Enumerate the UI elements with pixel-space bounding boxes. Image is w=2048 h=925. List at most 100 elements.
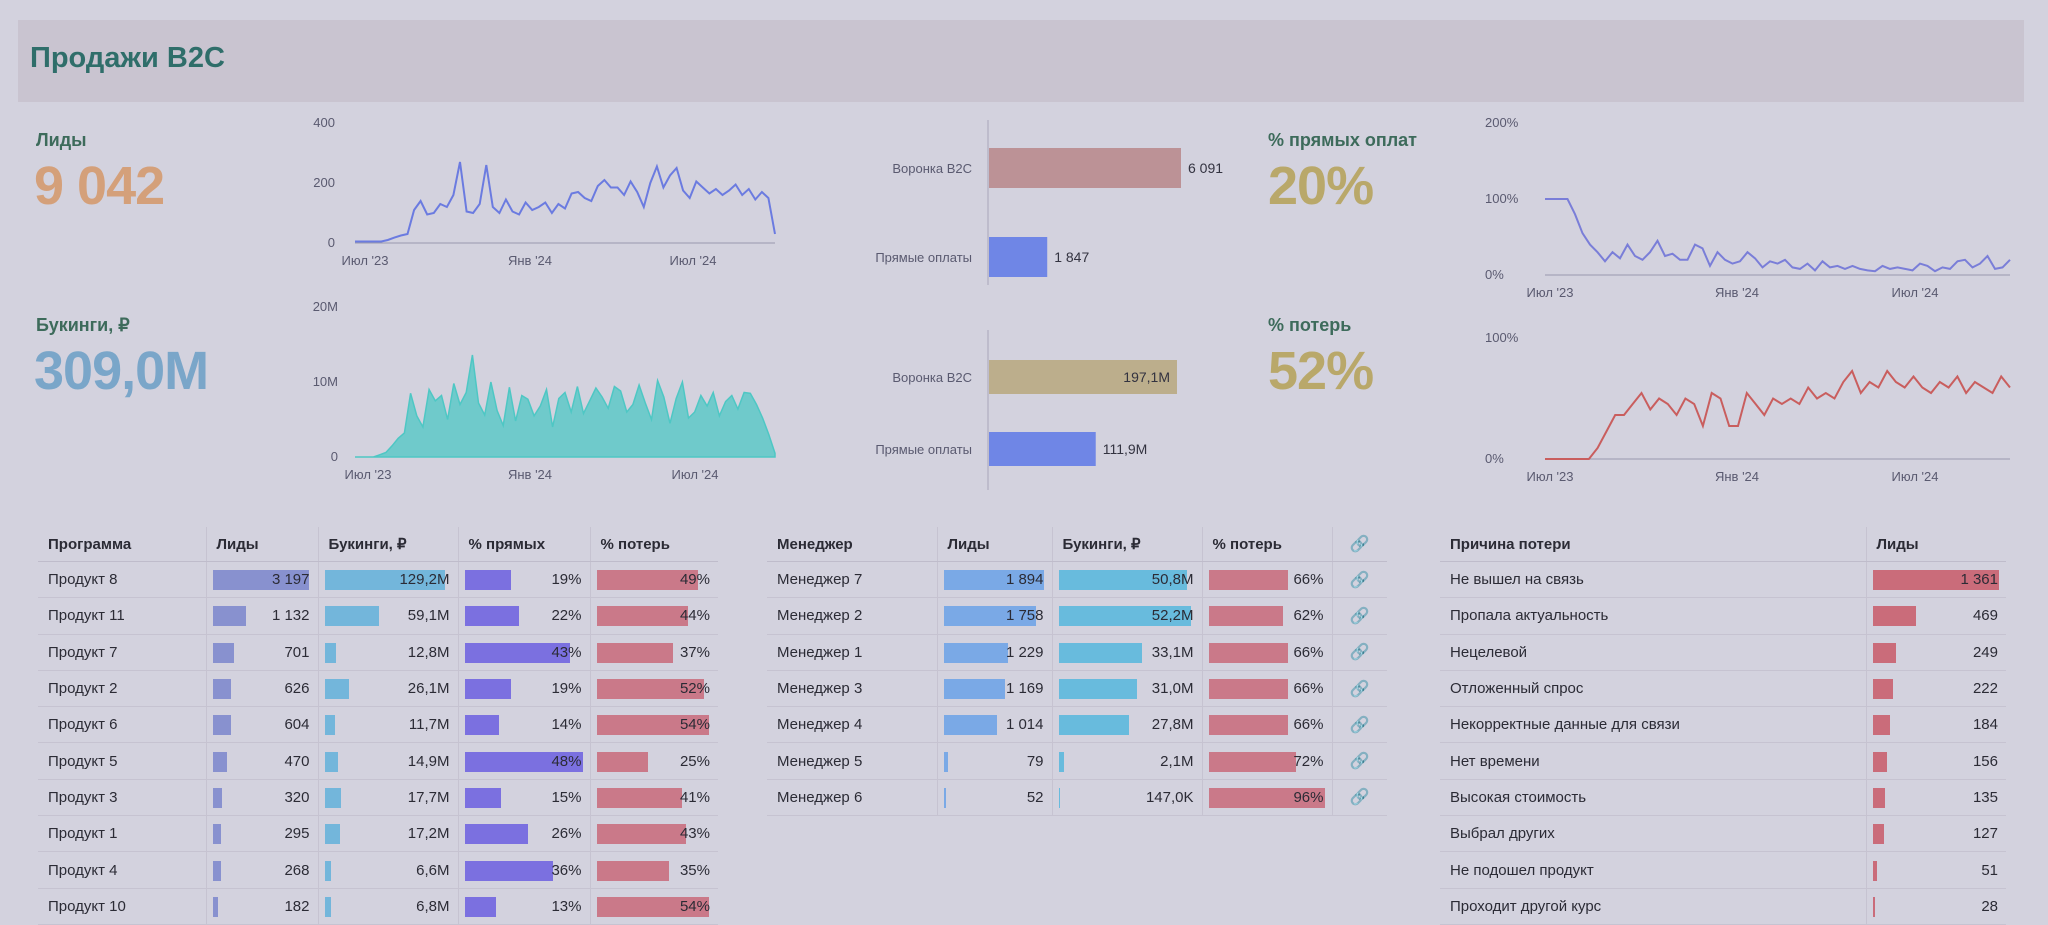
leads-cell: 1 014 xyxy=(938,707,1052,742)
bookings-bar xyxy=(325,861,331,881)
link-icon[interactable]: 🔗 xyxy=(1333,751,1388,771)
row-name: Нет времени xyxy=(1440,743,1866,779)
leads-bar xyxy=(944,679,1006,699)
link-icon[interactable]: 🔗 xyxy=(1333,606,1388,626)
col-program[interactable]: Программа xyxy=(38,527,206,562)
link-icon[interactable]: 🔗 xyxy=(1333,642,1388,662)
bookings-cell: 26,1M xyxy=(319,671,458,706)
leads-col: 470 xyxy=(206,743,318,779)
loss-value: 72% xyxy=(1293,753,1323,770)
col-direct[interactable]: % прямых xyxy=(458,527,590,562)
col-reason[interactable]: Причина потери xyxy=(1440,527,1866,562)
direct-value: 19% xyxy=(551,680,581,697)
bookings-value: 14,9M xyxy=(408,753,450,770)
bookings-col: 6,8M xyxy=(318,888,458,924)
direct-value: 26% xyxy=(551,825,581,842)
leads-col: 222 xyxy=(1866,670,2006,706)
direct-value: 19% xyxy=(551,571,581,588)
col-bookings[interactable]: Букинги, ₽ xyxy=(318,527,458,562)
loss-cell: 35% xyxy=(591,853,719,888)
link-icon[interactable]: 🔗 xyxy=(1333,570,1388,590)
col-leads[interactable]: Лиды xyxy=(937,527,1052,562)
leads-bar xyxy=(213,606,247,626)
loss-col: 96% xyxy=(1202,779,1332,815)
loss-value: 49% xyxy=(680,571,710,588)
x-tick-label: Янв '24 xyxy=(508,253,552,268)
loss-value: 43% xyxy=(680,825,710,842)
bookings-value: 26,1M xyxy=(408,680,450,697)
leads-bar xyxy=(1873,752,1887,772)
leads-cell: 156 xyxy=(1867,744,2007,779)
loss-cell: 72% xyxy=(1203,744,1332,779)
link-icon[interactable]: 🔗 xyxy=(1333,715,1388,735)
loss-cell: 66% xyxy=(1203,671,1332,706)
link-icon[interactable]: 🔗 xyxy=(1333,787,1388,807)
direct-bar xyxy=(465,715,499,735)
kpi-direct-label: % прямых оплат xyxy=(1268,130,1417,151)
bookings-col: 147,0K xyxy=(1052,779,1202,815)
leads-col: 295 xyxy=(206,816,318,852)
bookings-col: 27,8M xyxy=(1052,707,1202,743)
bookings-cell: 17,2M xyxy=(319,816,458,851)
y-tick-label: 200 xyxy=(313,175,335,190)
bookings-value: 27,8M xyxy=(1152,716,1194,733)
col-loss[interactable]: % потерь xyxy=(590,527,718,562)
link-icon[interactable]: 🔗 xyxy=(1333,679,1388,699)
kpi-bookings-label: Букинги, ₽ xyxy=(36,315,130,336)
loss-value: 62% xyxy=(1293,607,1323,624)
category-label: Воронка B2C xyxy=(892,161,972,176)
row-name: Продукт 3 xyxy=(38,779,206,815)
leads-value: 182 xyxy=(284,898,309,915)
leads-bar xyxy=(1873,897,1876,917)
col-leads[interactable]: Лиды xyxy=(206,527,318,562)
leads-bar xyxy=(1873,824,1885,844)
leads-col: 79 xyxy=(937,743,1052,779)
leads-value: 1 361 xyxy=(1960,571,1998,588)
leads-cell: 295 xyxy=(207,816,318,851)
x-tick-label: Июл '23 xyxy=(342,253,389,268)
table-row[interactable]: Проходит другой курс 28 xyxy=(1440,888,2006,924)
direct-cell: 48% xyxy=(459,744,590,779)
leads-value: 28 xyxy=(1981,898,1998,915)
loss-bar xyxy=(1209,715,1289,735)
col-loss[interactable]: % потерь xyxy=(1202,527,1332,562)
col-leads[interactable]: Лиды xyxy=(1866,527,2006,562)
leads-value: 249 xyxy=(1973,644,1998,661)
funnel-bar xyxy=(989,148,1181,188)
loss-bar xyxy=(597,643,674,663)
row-name: Проходит другой курс xyxy=(1440,888,1866,924)
managers-table: Менеджер Лиды Букинги, ₽ % потерь 🔗 Мене… xyxy=(767,527,1387,816)
loss-value: 96% xyxy=(1293,789,1323,806)
col-bookings[interactable]: Букинги, ₽ xyxy=(1052,527,1202,562)
leads-col: 1 169 xyxy=(937,670,1052,706)
bookings-col: 31,0M xyxy=(1052,670,1202,706)
col-manager[interactable]: Менеджер xyxy=(767,527,937,562)
